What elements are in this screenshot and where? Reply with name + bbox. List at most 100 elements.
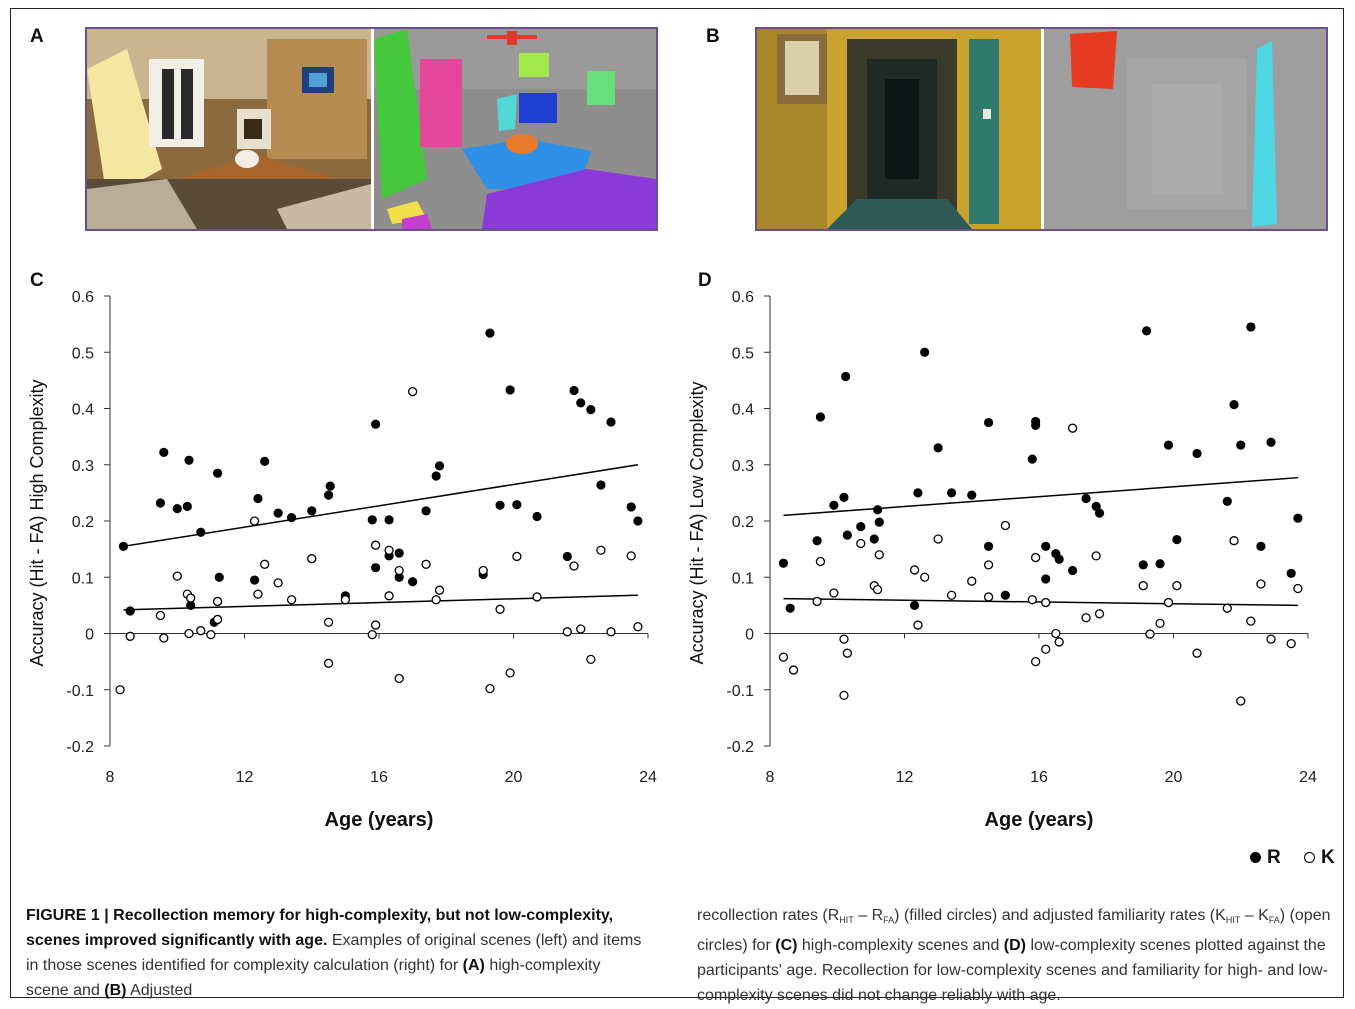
data-point-r [118,541,129,551]
data-point-k [1256,579,1266,589]
data-point-r [273,508,283,518]
trendline-r [783,476,1298,517]
caption-column-right: recollection rates (RHIT – RFA) (filled … [697,903,1337,1008]
y-tick-label: 0.3 [72,458,94,475]
data-point-r [1068,565,1078,576]
data-point-k [1286,638,1296,649]
caption-ref-d: (D) [1003,937,1026,954]
data-point-r [1027,454,1037,464]
data-point-k [367,629,377,640]
x-tick-label: 8 [766,769,775,786]
data-point-k [1054,637,1064,647]
caption-fig-label: FIGURE 1 | [26,907,114,924]
data-point-r [946,488,957,498]
data-point-k [249,516,260,526]
data-point-r [214,572,224,582]
caption-text: ) (open circles) for [697,907,1331,954]
data-point-k [1293,583,1303,594]
data-point-k [778,652,789,662]
data-point-r [307,506,317,516]
data-point-k [839,634,849,644]
caption-text: Examples of original scenes (left) and i… [26,932,642,974]
x-tick-label: 24 [639,769,657,786]
legend: R K [1250,847,1335,869]
caption-ref-a: (A) [462,957,485,974]
data-point-r [1256,541,1266,551]
data-point-r [1246,322,1256,332]
data-point-k [1222,603,1232,613]
hallway-photo-and-segmentation [757,29,1326,229]
legend-k-label: K [1321,847,1335,868]
data-point-r [125,606,135,616]
data-point-r [1142,326,1152,336]
data-point-r [785,603,795,613]
data-point-k [184,628,194,639]
data-point-r [1155,559,1165,569]
data-point-r [408,577,418,587]
caption-text: low-complexity scenes plotted against th… [697,937,1328,1004]
data-point-r [1192,448,1202,459]
data-point-k [1145,629,1155,639]
data-point-r [260,456,270,466]
caption-ref-c: (C) [775,937,798,954]
caption-sub: HIT [1225,915,1241,925]
data-point-k [1172,581,1182,591]
data-point-k [485,683,495,694]
data-point-k [1094,609,1105,619]
caption-ref-b: (B) [104,982,127,999]
data-point-k [323,617,334,627]
data-point-k [431,595,441,605]
y-tick-label: 0.6 [732,289,754,306]
data-point-k [633,622,643,632]
y-tick-label: -0.1 [66,683,94,700]
caption-sub: FA [1268,915,1280,925]
data-point-k [115,685,125,695]
data-point-k [1266,634,1276,644]
caption-sub: HIT [839,915,854,925]
data-point-k [394,673,404,684]
trendline-k [123,594,638,611]
data-point-r [495,500,505,510]
figure-frame [10,8,1344,998]
data-point-r [286,513,297,523]
data-point-k [273,578,283,588]
data-point-k [815,556,826,567]
data-point-k [839,690,849,701]
data-point-k [1027,595,1037,605]
data-point-r [155,498,166,508]
panel-letter-c: C [30,270,44,291]
data-point-r [394,548,404,558]
data-point-r [371,419,381,429]
living-room-photo-and-segmentation [87,29,656,229]
x-tick-label: 8 [106,769,115,786]
data-point-k [872,584,883,595]
data-point-r [485,328,495,338]
data-point-r [841,371,851,382]
data-point-k [1163,597,1174,608]
y-tick-label: 0.4 [72,402,94,419]
data-point-k [253,589,263,599]
x-tick-label: 24 [1299,769,1317,786]
caption-text: high-complexity scenes and [797,937,1004,954]
data-point-k [913,620,923,630]
data-point-r [371,563,381,573]
data-point-r [512,500,522,510]
data-point-r [815,412,826,422]
data-point-r [873,505,883,515]
y-tick-label: 0.1 [732,570,754,587]
data-point-k [421,559,431,569]
data-point-k [562,627,572,637]
y-axis-label: Accuracy (Hit - FA) High Complexity [27,379,47,666]
legend-open-marker [1304,852,1316,864]
data-point-k [212,614,223,625]
y-tick-label: 0.1 [72,570,94,587]
data-point-r [1000,590,1010,600]
data-point-r [778,558,789,568]
data-point-k [1229,536,1239,546]
data-point-k [260,559,270,569]
data-point-r [856,522,866,532]
data-point-r [874,517,884,527]
data-point-k [206,629,216,640]
data-point-k [856,538,866,549]
data-point-r [1138,560,1148,570]
